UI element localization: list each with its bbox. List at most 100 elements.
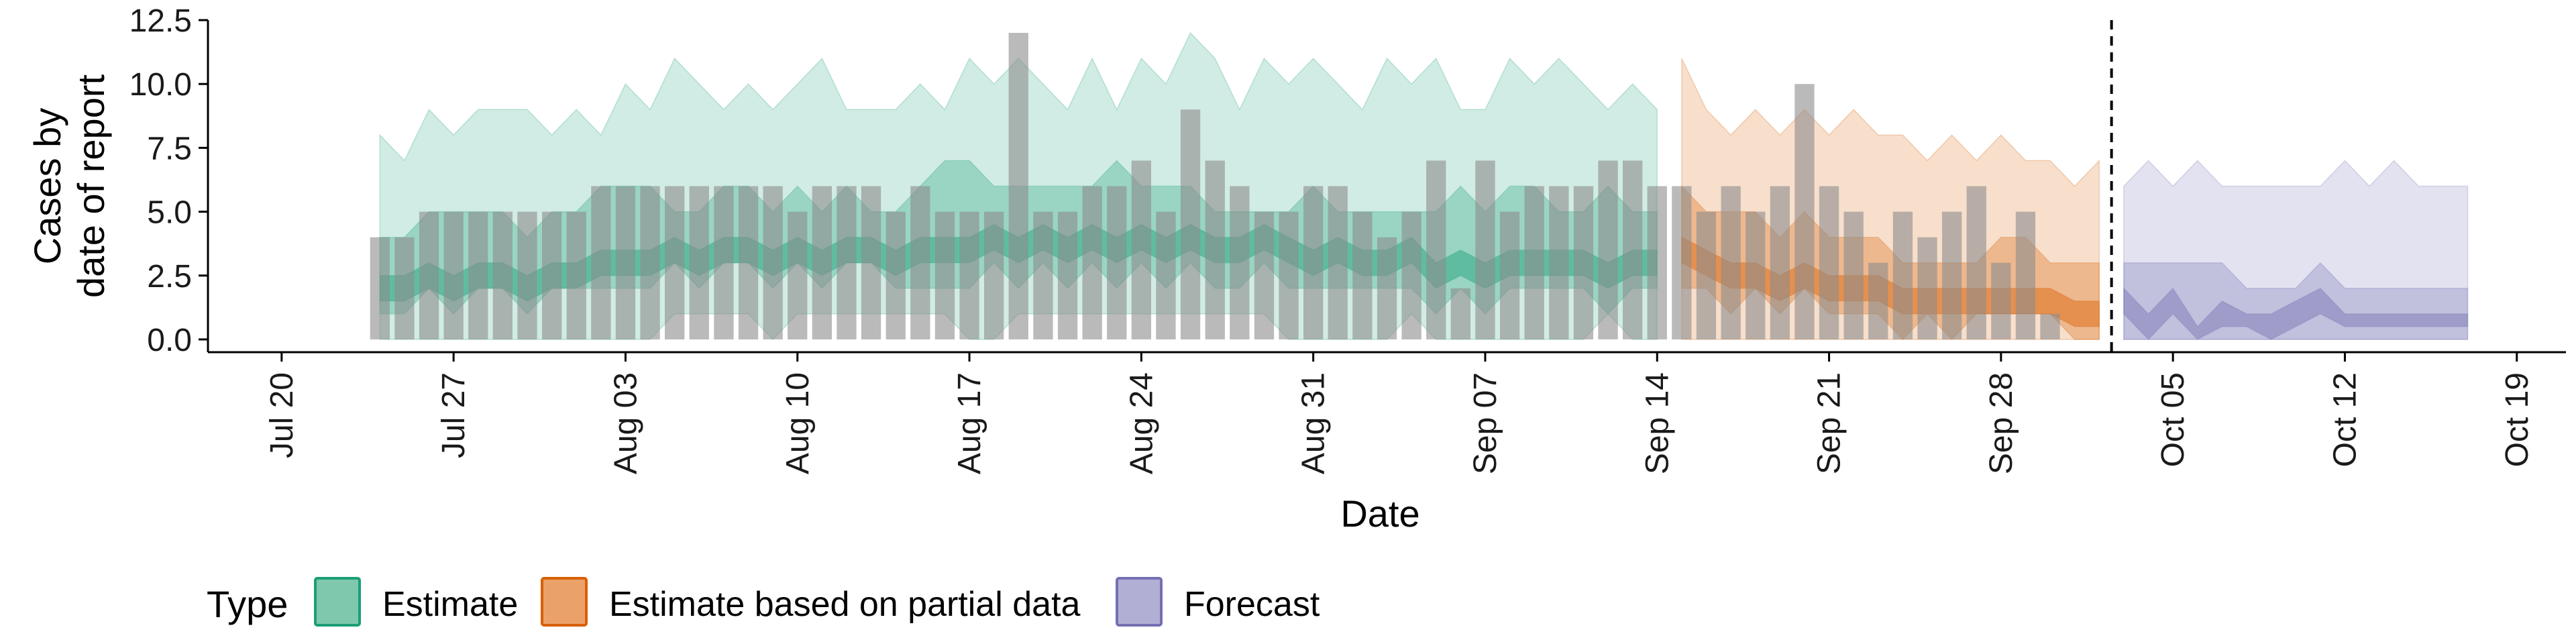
bar <box>1082 186 1102 339</box>
bar <box>910 186 930 339</box>
legend-swatch <box>314 577 361 627</box>
series-2-ci90-band <box>2123 160 2469 340</box>
bar <box>1598 160 1618 339</box>
bar <box>1917 237 1937 339</box>
bar <box>861 186 881 339</box>
x-tick-label: Aug 10 <box>780 372 816 474</box>
bar <box>1746 211 1766 339</box>
bar <box>665 186 685 339</box>
x-tick-label: Jul 20 <box>264 372 300 458</box>
legend: Type Estimate Estimate based on partial d… <box>207 577 1320 627</box>
y-tick-label: 7.5 <box>147 131 192 166</box>
bar <box>492 211 513 339</box>
bar <box>1401 211 1421 339</box>
bar <box>640 186 660 339</box>
legend-label: Estimate <box>382 585 518 624</box>
legend-label: Estimate based on partial data <box>609 585 1081 624</box>
axes-layer: 0.0 2.5 5.0 7.5 10.0 12.5 Jul 20 Jul 27 Aug 03 A… <box>129 3 2566 474</box>
bar <box>1475 160 1495 339</box>
bar <box>542 211 562 339</box>
series-2-ci50-band <box>2123 262 2469 340</box>
bar <box>763 186 783 339</box>
x-tick-label: Sep 07 <box>1468 372 1503 474</box>
x-tick-label: Aug 17 <box>952 372 987 474</box>
bar <box>1991 262 2011 339</box>
bar <box>1303 186 1324 339</box>
bar <box>1868 262 1888 339</box>
bar <box>1524 186 1544 339</box>
bar <box>1328 186 1348 339</box>
bar <box>1843 211 1864 339</box>
bar <box>837 186 857 339</box>
x-tick-label: Oct 12 <box>2327 372 2363 467</box>
x-axis-title: Date <box>1340 492 1419 535</box>
bar <box>1672 186 1692 339</box>
legend-swatch <box>541 577 588 627</box>
bar <box>1008 33 1028 339</box>
bar <box>885 211 906 339</box>
bar <box>1819 186 1839 339</box>
legend-title: Type <box>207 583 288 625</box>
bar <box>1573 186 1594 339</box>
bar <box>1794 84 1815 339</box>
bar <box>419 211 439 339</box>
bar <box>714 186 734 339</box>
y-tick-label: 2.5 <box>147 259 192 294</box>
x-tick-label: Oct 05 <box>2155 372 2191 467</box>
bar <box>517 211 537 339</box>
bar <box>934 211 955 339</box>
bar <box>1770 186 1790 339</box>
bar <box>1696 211 1717 339</box>
bar <box>370 237 390 339</box>
bar <box>1966 186 1986 339</box>
bar <box>738 186 759 339</box>
bar <box>1279 211 1299 339</box>
y-tick-label: 5.0 <box>147 195 192 231</box>
bar <box>1721 186 1741 339</box>
y-axis-title-line: Cases by <box>26 108 68 264</box>
x-tick-label: Aug 03 <box>608 372 643 474</box>
bar <box>812 186 832 339</box>
bar <box>1131 160 1151 339</box>
series-2-ci20-band <box>2123 286 2469 341</box>
bar <box>615 186 636 339</box>
y-ticks: 0.0 2.5 5.0 7.5 10.0 12.5 <box>129 3 208 358</box>
bar <box>1057 211 1078 339</box>
bar <box>1377 237 1397 339</box>
bar <box>1352 211 1373 339</box>
bar <box>1549 186 1569 339</box>
x-tick-label: Aug 24 <box>1124 372 1159 474</box>
bar <box>2015 211 2036 339</box>
legend-swatch <box>1116 577 1163 627</box>
x-tick-label: Sep 21 <box>1812 372 1847 474</box>
x-tick-label: Sep 28 <box>1984 372 2019 474</box>
x-tick-label: Aug 31 <box>1296 372 1332 474</box>
bar <box>1942 211 1962 339</box>
bar <box>1623 160 1643 339</box>
legend-label: Forecast <box>1184 585 1320 624</box>
x-tick-label: Jul 27 <box>436 372 472 458</box>
bar <box>591 186 611 339</box>
bar <box>1426 160 1446 339</box>
bar <box>1107 186 1127 339</box>
bar <box>1647 186 1667 339</box>
bar <box>1892 211 1913 339</box>
x-ticks: Jul 20 Jul 27 Aug 03 Aug 10 Aug 17 Aug 24 Aug … <box>264 352 2535 474</box>
bar <box>1450 288 1470 339</box>
series-1-bands <box>1681 58 2100 341</box>
y-tick-label: 12.5 <box>129 3 192 39</box>
y-tick-label: 0.0 <box>147 323 192 358</box>
bar <box>984 211 1004 339</box>
bar <box>1499 211 1520 339</box>
bar <box>394 237 415 339</box>
bar <box>1254 211 1275 339</box>
y-axis-title: Cases bydate of report <box>26 74 112 299</box>
bar <box>566 211 586 339</box>
x-tick-label: Oct 19 <box>2500 372 2535 467</box>
bar <box>468 211 488 339</box>
bar <box>1156 211 1176 339</box>
bar <box>959 211 979 339</box>
x-tick-label: Sep 14 <box>1640 372 1675 474</box>
bar <box>1205 160 1225 339</box>
